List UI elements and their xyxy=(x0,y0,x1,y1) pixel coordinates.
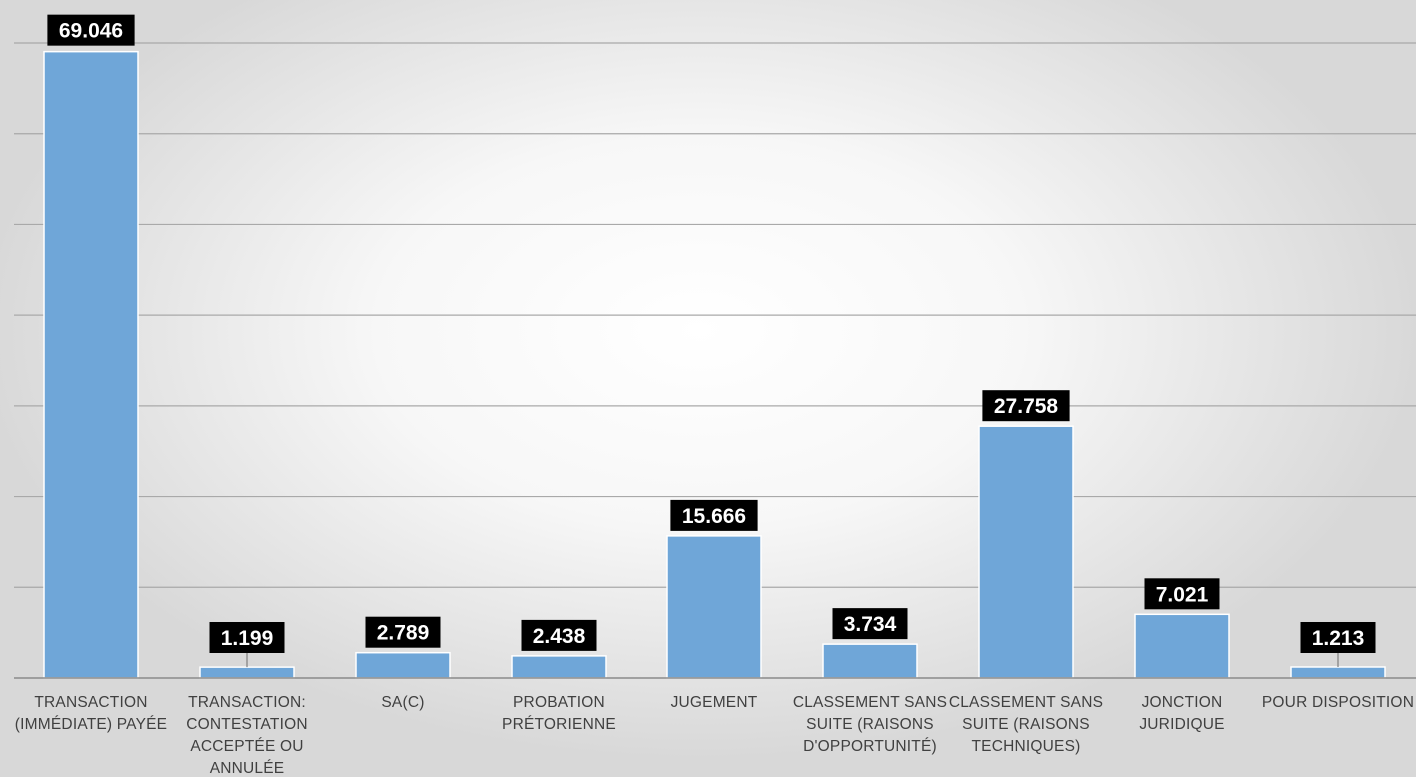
data-labels: 69.046 1.199 2.789 2.438 15.666 3.734 27.758 7.… xyxy=(47,14,1376,668)
data-label-box xyxy=(47,14,135,46)
gridlines xyxy=(14,42,1416,588)
bar xyxy=(43,50,139,679)
data-label: 1.213 xyxy=(1312,627,1365,650)
category-label: CLASSEMENT SANS SUITE (RAISONS TECHNIQUE… xyxy=(948,694,1104,755)
category-label: CLASSEMENT SANS SUITE (RAISONS D'OPPORTU… xyxy=(792,694,948,755)
data-label-box xyxy=(521,619,597,651)
data-label-box xyxy=(670,499,758,531)
bar xyxy=(822,643,918,679)
category-label: SA(C) xyxy=(381,694,425,711)
category-label: TRANSACTION: CONTESTATION ACCEPTÉE OU AN… xyxy=(186,694,308,777)
bar xyxy=(1290,666,1386,679)
category-label: JONCTION JURIDIQUE xyxy=(1139,694,1225,733)
data-label: 2.438 xyxy=(533,625,586,648)
category-label: POUR DISPOSITION xyxy=(1261,694,1415,711)
data-label: 1.199 xyxy=(221,627,274,650)
bar xyxy=(511,655,607,679)
data-label: 15.666 xyxy=(682,505,746,528)
data-label: 7.021 xyxy=(1156,583,1209,606)
data-label: 27.758 xyxy=(994,395,1059,418)
bar xyxy=(1134,613,1230,679)
bar xyxy=(666,535,762,679)
data-label-box xyxy=(1300,622,1376,653)
category-label: PROBATION PRÉTORIENNE xyxy=(502,694,616,733)
bar xyxy=(978,425,1074,679)
data-label-box xyxy=(832,608,908,640)
category-label: TRANSACTION (IMMÉDIATE) PAYÉE xyxy=(14,694,168,733)
data-label-box xyxy=(982,390,1070,422)
bar xyxy=(199,666,295,679)
data-label: 2.789 xyxy=(377,622,430,645)
data-label-box xyxy=(365,616,441,648)
data-label: 69.046 xyxy=(59,20,123,43)
data-label-box xyxy=(1144,578,1220,610)
category-label: JUGEMENT xyxy=(670,694,758,711)
data-label-box xyxy=(209,622,285,653)
bar xyxy=(355,651,451,679)
data-label: 3.734 xyxy=(844,613,897,636)
